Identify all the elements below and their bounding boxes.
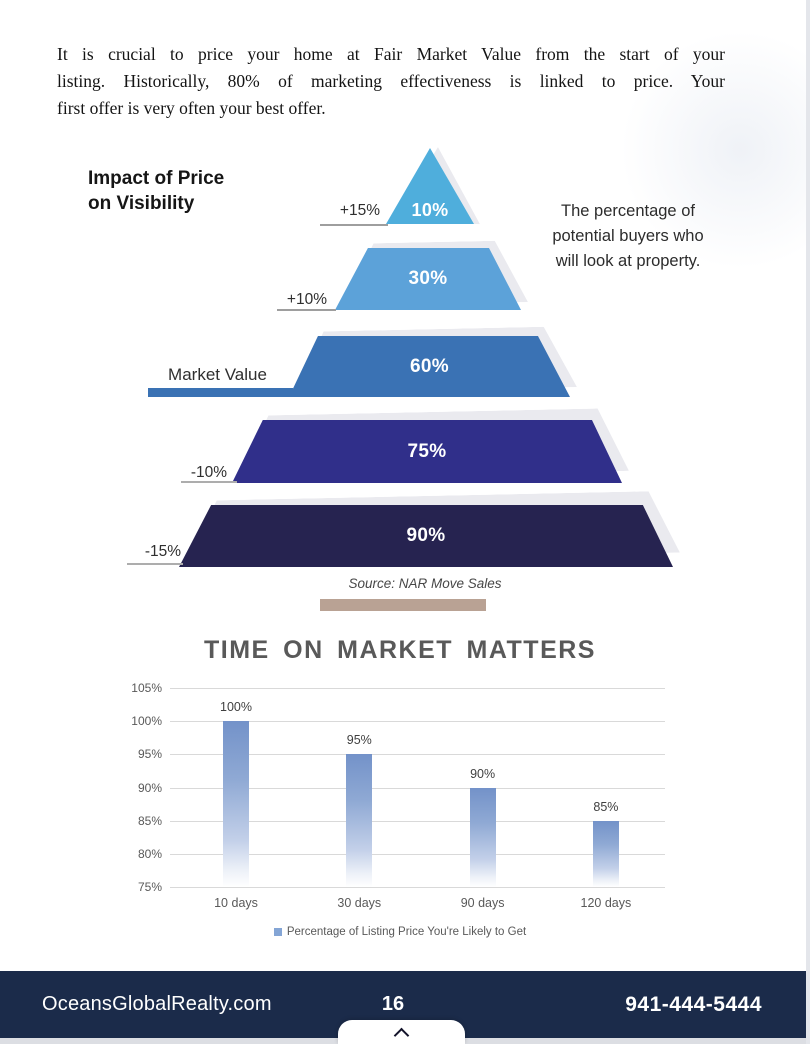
- pyramid-heading: Impact of Price on Visibility: [88, 168, 225, 214]
- gridline: [170, 787, 665, 789]
- time-on-market-chart: TIME ON MARKET MATTERS 105% 100% 95% 90% 85%…: [120, 634, 680, 954]
- x-axis-tick-label: 30 days: [337, 896, 382, 910]
- pyramid-level-value: 90%: [406, 525, 446, 546]
- pyramid-level-30: 30%: [335, 248, 521, 310]
- pyramid-level-value: 10%: [411, 200, 449, 220]
- y-axis-tick-label: 100%: [131, 714, 162, 729]
- pyramid-level-75: 75%: [232, 420, 622, 483]
- scroll-up-tab[interactable]: [338, 1020, 465, 1044]
- legend-label: Percentage of Listing Price You're Likel…: [286, 926, 527, 938]
- pyramid-level-value: 30%: [408, 268, 448, 289]
- intro-line: listing. Historically, 80% of marketing …: [57, 71, 725, 91]
- footer-website: OceansGlobalRealty.com: [42, 993, 272, 1015]
- bar-value-label: 95%: [346, 733, 372, 748]
- gridline: [170, 887, 665, 888]
- chart-plot: 100% 95% 90% 85%: [170, 688, 665, 888]
- gridline: [170, 754, 665, 756]
- bar: [592, 820, 619, 887]
- bar: [346, 754, 373, 887]
- gridline: [170, 820, 665, 822]
- y-axis-tick-label: 105%: [131, 681, 162, 695]
- bar-value-label: 85%: [593, 799, 619, 814]
- y-axis-tick-label: 80%: [137, 846, 162, 861]
- bar: [223, 721, 249, 887]
- page-number: 16: [381, 993, 405, 1015]
- pyramid-level-value: 75%: [407, 440, 447, 462]
- source-note: Source: NAR Move Sales: [348, 576, 502, 591]
- pyramid-tick-line: [320, 224, 388, 226]
- legend-swatch: [273, 928, 282, 936]
- gridline: [170, 688, 665, 689]
- chart-xlabels: 10 days 30 days 90 days 120 days: [170, 896, 665, 912]
- bar: [469, 787, 496, 887]
- y-axis-tick-label: 75%: [137, 880, 162, 894]
- pyramid-level-60: 60%: [289, 336, 570, 397]
- pyramid-label-minus10: -10%: [190, 464, 227, 481]
- chart-title: TIME ON MARKET MATTERS: [204, 636, 596, 664]
- x-axis-tick-label: 10 days: [214, 896, 258, 910]
- divider-bar: [320, 599, 486, 611]
- pyramid-level-90: 90%: [179, 505, 673, 567]
- intro-line: It is crucial to price your home at Fair…: [57, 44, 725, 64]
- y-axis-tick-label: 85%: [137, 813, 162, 828]
- x-axis-tick-label: 120 days: [580, 896, 632, 910]
- bar-value-label: 90%: [470, 766, 496, 781]
- y-axis-tick-label: 90%: [137, 780, 162, 795]
- pyramid-label-plus15: +15%: [339, 202, 380, 219]
- chevron-up-icon: [393, 1027, 410, 1044]
- intro-line: first offer is very often your best offe…: [57, 98, 326, 118]
- decorative-circle: [620, 30, 810, 270]
- gridline: [170, 721, 665, 723]
- market-value-underline: [148, 388, 293, 397]
- chart-legend: Percentage of Listing Price You're Likel…: [120, 926, 680, 938]
- pyramid-caption: The percentage of potential buyers who w…: [552, 202, 704, 270]
- pyramid-label-market-value: Market Value: [168, 365, 267, 384]
- pyramid-tick-line: [127, 563, 183, 565]
- bar-value-label: 100%: [220, 700, 252, 715]
- chart-ylabels: 105% 100% 95% 90% 85% 80% 75%: [120, 681, 162, 894]
- pyramid-tick-line: [277, 309, 336, 311]
- right-edge-strip: [806, 0, 810, 1044]
- pyramid-level-value: 60%: [410, 355, 449, 377]
- intro-paragraph: It is crucial to price your home at Fair…: [57, 41, 725, 122]
- footer-phone: 941-444-5444: [625, 992, 762, 1016]
- pyramid-tick-line: [181, 481, 237, 483]
- y-axis-tick-label: 95%: [137, 747, 162, 762]
- x-axis-tick-label: 90 days: [460, 896, 505, 910]
- pyramid-label-minus15: -15%: [144, 543, 181, 560]
- pyramid-level-10: 10%: [386, 148, 474, 224]
- gridline: [170, 853, 665, 855]
- pyramid-label-plus10: +10%: [286, 291, 327, 308]
